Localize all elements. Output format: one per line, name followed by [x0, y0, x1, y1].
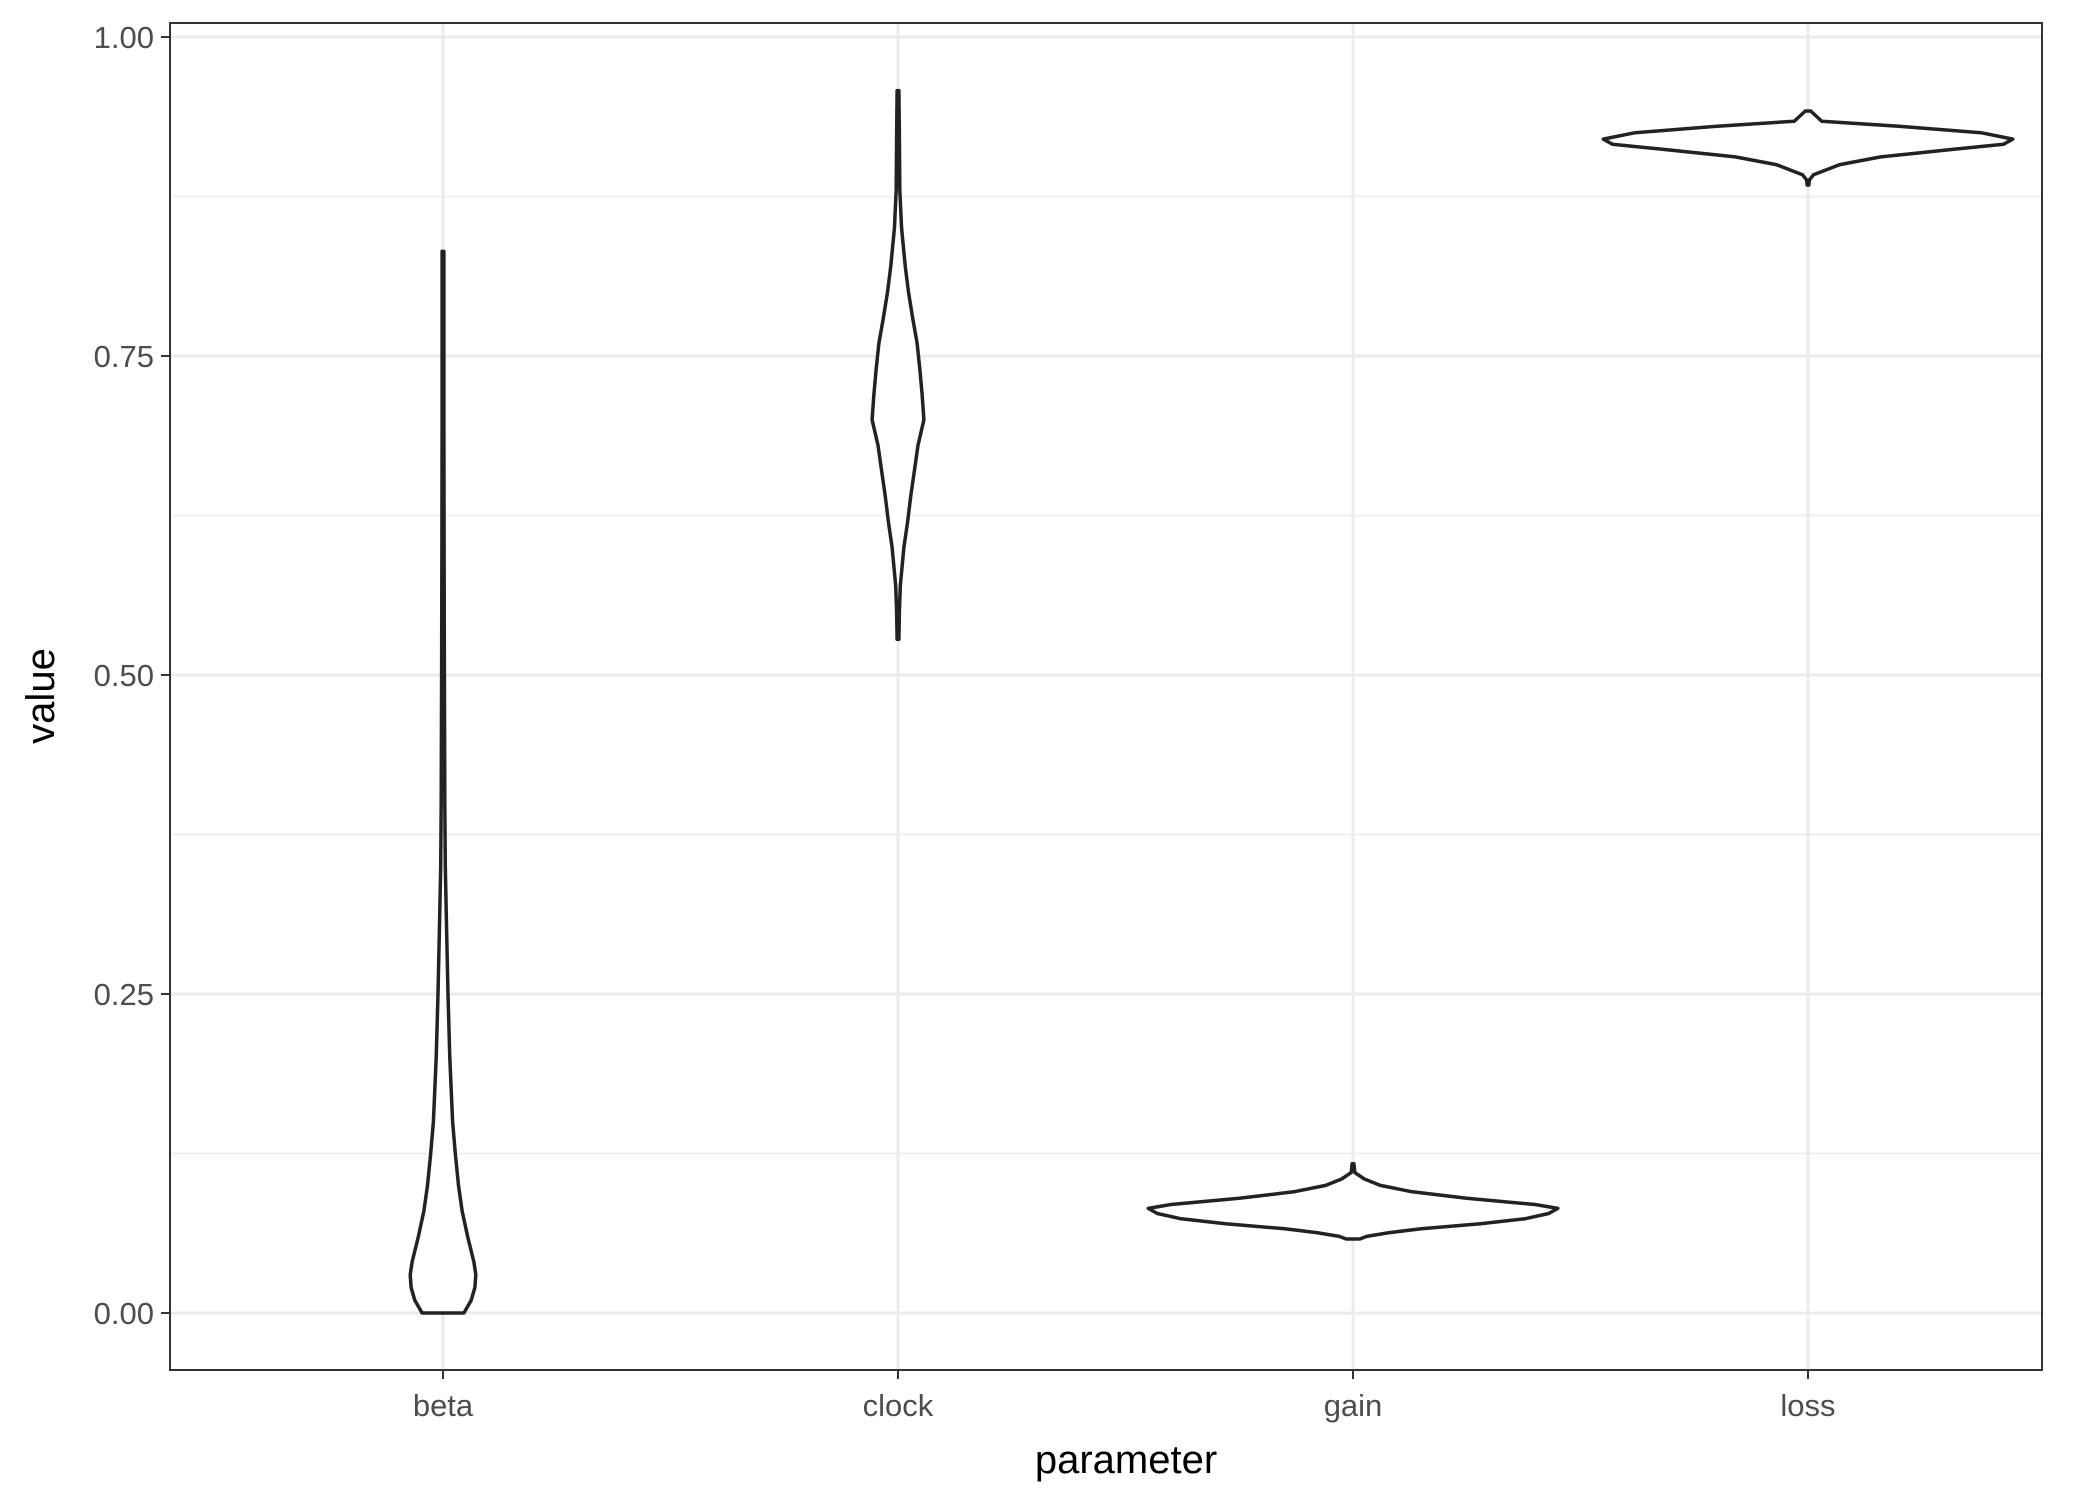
x-tick-label: loss — [1780, 1388, 1835, 1423]
y-axis-title: value — [19, 648, 63, 744]
panel-border — [169, 22, 2043, 1371]
minor-gridlines — [170, 195, 2042, 1155]
violin-beta — [408, 249, 478, 1315]
violin-loss — [1601, 109, 2015, 187]
x-tick-label: beta — [413, 1388, 474, 1423]
x-tick-label: clock — [863, 1388, 934, 1423]
panel-background — [170, 23, 2042, 1370]
violin-clock — [870, 88, 926, 642]
x-tick-label: gain — [1324, 1388, 1383, 1423]
y-tick-label: 0.00 — [94, 1296, 154, 1331]
violin-gain — [1146, 1161, 1560, 1241]
y-tick-label: 0.25 — [94, 977, 154, 1012]
violins — [408, 88, 2015, 1315]
plot-panel — [169, 22, 2043, 1371]
x-axis: beta clock gain loss — [413, 1370, 1836, 1423]
major-gridlines — [170, 23, 2042, 1370]
y-tick-label: 0.75 — [94, 339, 154, 374]
y-tick-label: 0.50 — [94, 658, 154, 693]
y-axis: 0.00 0.25 0.50 0.75 1.00 — [94, 20, 170, 1331]
x-axis-title: parameter — [1035, 1438, 1217, 1482]
y-tick-label: 1.00 — [94, 20, 154, 55]
